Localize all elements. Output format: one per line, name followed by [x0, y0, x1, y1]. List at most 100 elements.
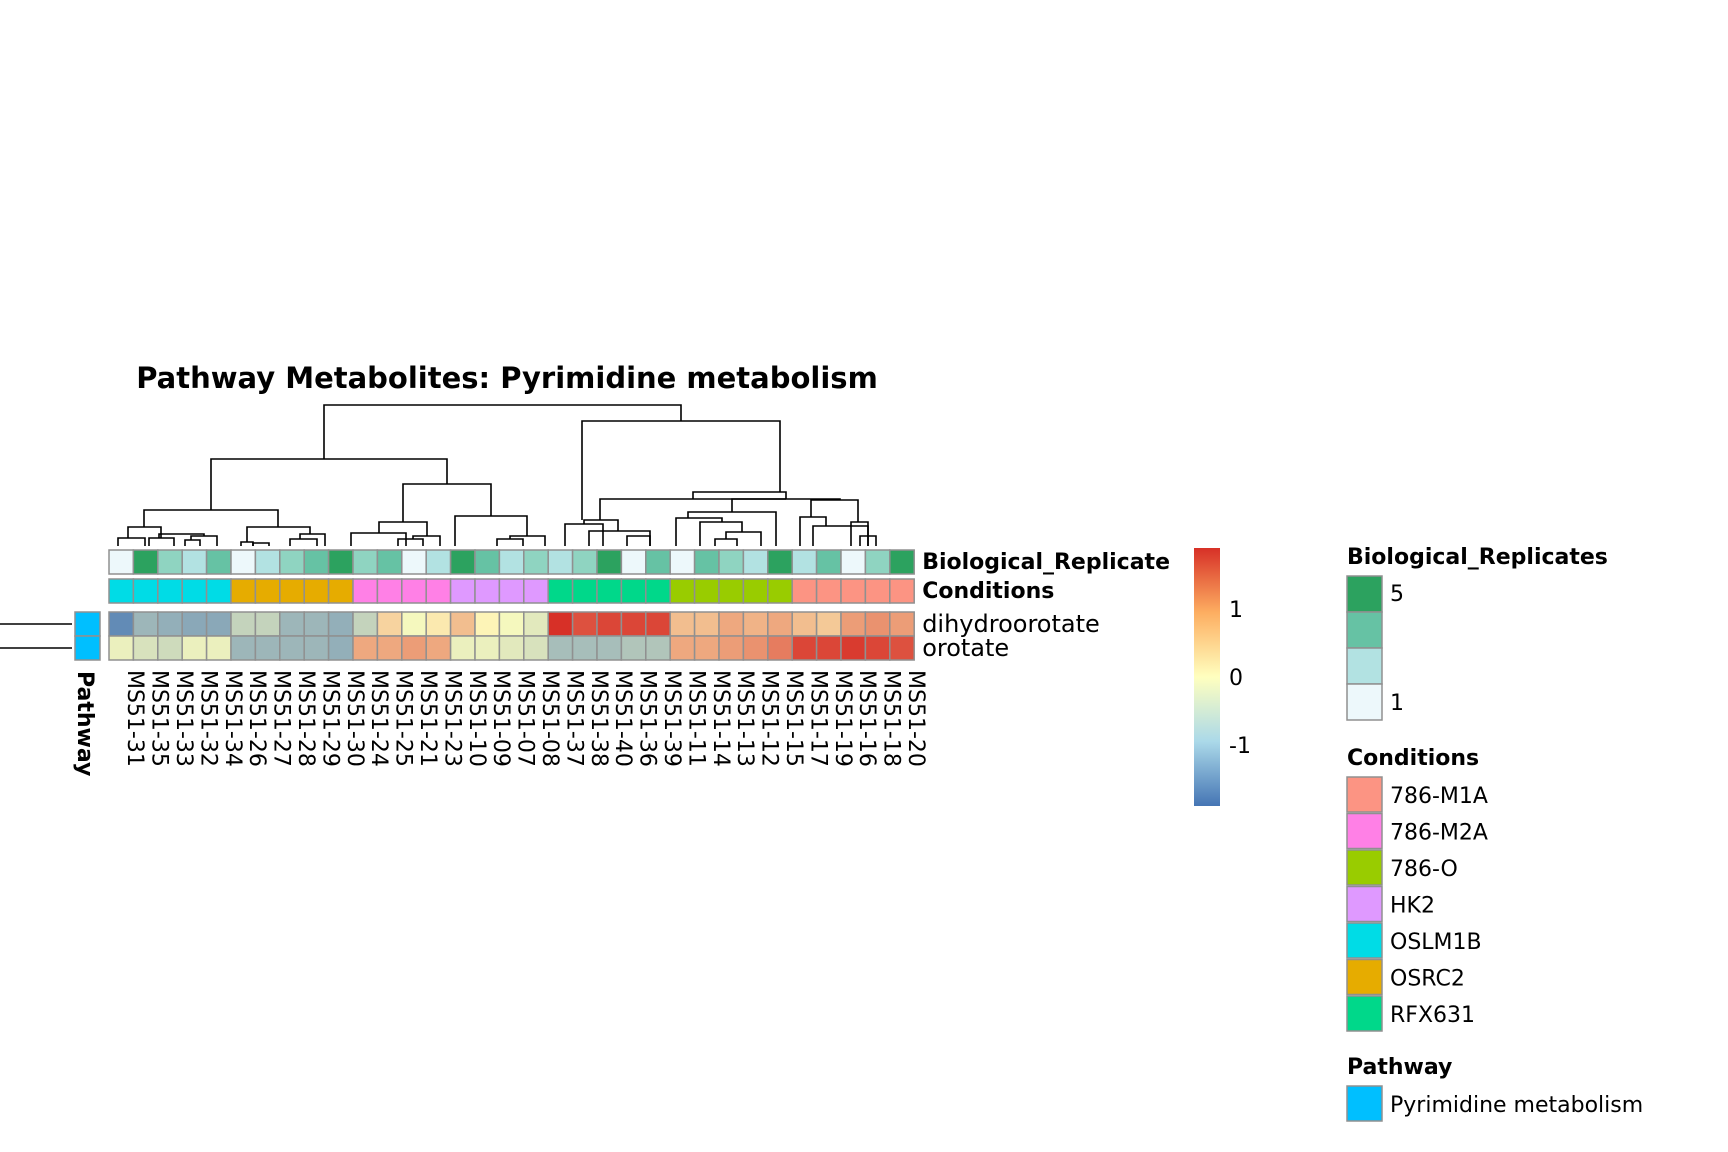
- sample-label: MS51-08: [537, 670, 562, 767]
- replicate-cell: [401, 549, 427, 575]
- replicate-cell: [376, 549, 403, 575]
- heatmap-cell: [254, 635, 281, 661]
- sample-label: MS51-25: [391, 670, 416, 767]
- dendro-branch: [378, 521, 428, 536]
- condition-cell: [571, 578, 598, 604]
- sample-label: MS51-16: [854, 670, 879, 767]
- sample-label: MS51-09: [488, 670, 513, 767]
- condition-cell: [376, 578, 403, 604]
- column-dendrogram: [117, 404, 877, 546]
- heatmap-cell: [669, 611, 696, 637]
- pathway-cell: [74, 635, 101, 661]
- heatmap-cell: [645, 635, 671, 661]
- heatmap-cell: [547, 635, 574, 661]
- replicate-cell: [181, 549, 208, 575]
- condition-cell: [157, 578, 183, 604]
- replicate-cell: [596, 549, 623, 575]
- heatmap-cell: [889, 635, 915, 661]
- dendro-branch: [190, 535, 218, 546]
- legend-label: OSRC2: [1390, 967, 1465, 992]
- replicate-cell: [547, 549, 574, 575]
- replicate-cell: [230, 549, 257, 575]
- heatmap-cell: [181, 611, 208, 637]
- heatmap-cell: [669, 635, 696, 661]
- sample-label: MS51-14: [708, 670, 733, 767]
- heatmap-cell: [889, 611, 915, 637]
- condition-cell: [718, 578, 745, 604]
- sample-label: MS51-13: [732, 670, 757, 767]
- heatmap-cell: [742, 611, 769, 637]
- sample-label: MS51-24: [366, 670, 391, 767]
- heatmap-cell: [718, 611, 745, 637]
- heatmap-cell: [767, 611, 793, 637]
- condition-cell: [815, 578, 842, 604]
- colorbar-tick-label: -1: [1229, 734, 1251, 759]
- heatmap-cell: [352, 635, 379, 661]
- replicate-cell: [327, 549, 354, 575]
- replicate-cell: [571, 549, 598, 575]
- sample-label: MS51-12: [757, 670, 782, 767]
- color-scale-legend: 1 0 -1: [1194, 548, 1251, 806]
- heatmap-cell: [596, 635, 623, 661]
- legend-swatch: [1346, 958, 1383, 996]
- heatmap-cell: [791, 635, 818, 661]
- heatmap-cell: [303, 611, 330, 637]
- sample-label: MS51-38: [586, 670, 611, 767]
- legend-title-pathway: Pathway: [1347, 1055, 1452, 1080]
- legend-swatch: [1346, 849, 1383, 886]
- dendro-branch: [725, 531, 762, 546]
- sample-label: MS51-27: [269, 670, 294, 767]
- sample-label: MS51-32: [195, 670, 220, 767]
- dendro-branch: [599, 498, 786, 520]
- pathway-annotation: Pathway: [0, 611, 101, 776]
- legend-swatch: [1346, 611, 1383, 649]
- replicate-cell: [474, 549, 501, 575]
- replicate-cell: [767, 549, 793, 575]
- legend-swatch: [1346, 922, 1383, 959]
- condition-cell: [742, 578, 769, 604]
- dendro-branch: [299, 533, 326, 546]
- condition-cell: [181, 578, 208, 604]
- condition-cell: [596, 578, 623, 604]
- replicate-cell: [645, 549, 671, 575]
- sample-label: MS51-07: [513, 670, 538, 767]
- heatmap-cell: [376, 635, 403, 661]
- heatmap-cell: [474, 635, 501, 661]
- heatmap-cell: [620, 611, 647, 637]
- dendro-branch: [143, 509, 279, 527]
- heatmap-cell: [767, 635, 793, 661]
- pathway-cell: [74, 611, 101, 637]
- condition-cell: [669, 578, 696, 604]
- dendro-branch: [184, 539, 201, 546]
- heatmap-cell: [425, 611, 452, 637]
- dendro-branch: [810, 499, 859, 522]
- dendro-branch: [496, 538, 524, 546]
- sample-label: MS51-40: [610, 670, 635, 767]
- heatmap-cell: [425, 635, 452, 661]
- legend-title-conditions: Conditions: [1347, 746, 1479, 771]
- heatmap-cell: [571, 635, 598, 661]
- dendro-branch: [714, 538, 738, 546]
- legend-swatch: [1346, 812, 1383, 850]
- heatmap-cell: [523, 635, 549, 661]
- dendro-branch: [127, 526, 162, 538]
- legend-label: 786-O: [1390, 857, 1458, 882]
- replicate-cell: [620, 549, 647, 575]
- condition-cell: [523, 578, 549, 604]
- sample-label: MS51-18: [879, 670, 904, 767]
- condition-cell: [132, 578, 159, 604]
- legend-swatch: [1346, 885, 1383, 923]
- heatmap-cell: [523, 611, 549, 637]
- heatmap-cell: [303, 635, 330, 661]
- dendro-branch: [859, 535, 877, 546]
- condition-cell: [693, 578, 720, 604]
- heatmap-cell: [864, 611, 891, 637]
- dendro-branch: [454, 515, 528, 546]
- replicate-cell: [815, 549, 842, 575]
- replicate-cell: [449, 549, 476, 575]
- dendro-branch: [158, 533, 205, 538]
- condition-cell: [498, 578, 525, 604]
- legend-swatch: [1346, 683, 1383, 721]
- replicate-cell: [279, 549, 305, 575]
- heatmap-cell: [327, 635, 354, 661]
